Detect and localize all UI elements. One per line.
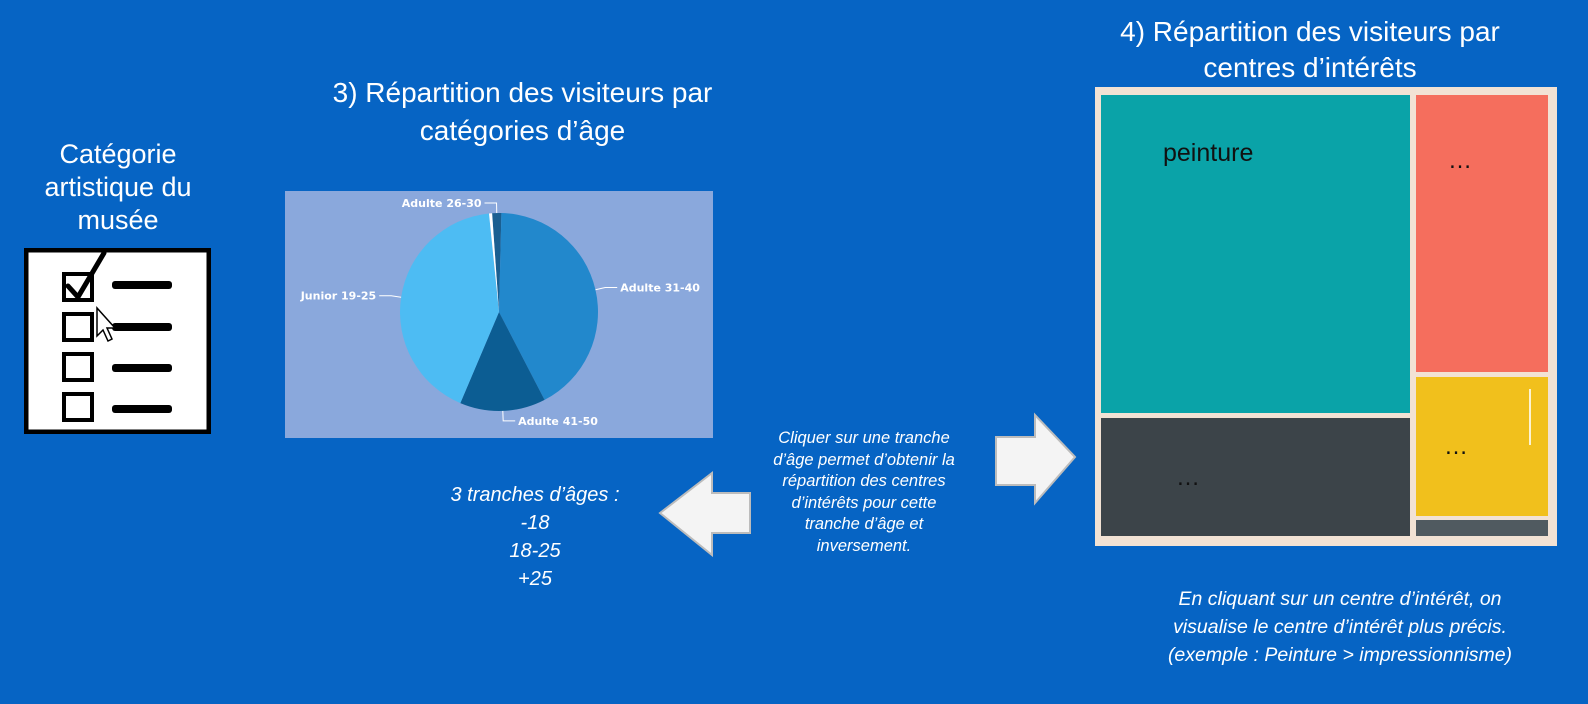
list-line bbox=[112, 364, 172, 372]
tile-divider bbox=[1529, 389, 1531, 445]
mouse-pointer-icon bbox=[96, 306, 117, 343]
pie-title-line: 3) Répartition des visiteurs par bbox=[332, 77, 713, 108]
category-title: Catégorie artistique du musée bbox=[18, 138, 218, 237]
age-pie-chart[interactable]: Adulte 26-30 Adulte 31-40 Adulte 41-50 Juni… bbox=[285, 191, 713, 438]
age-ranges-line: +25 bbox=[518, 568, 552, 590]
pie-slice[interactable] bbox=[499, 213, 598, 400]
list-line bbox=[112, 405, 172, 413]
tile-label: … bbox=[1444, 433, 1468, 460]
interest-treemap: peinture … … … bbox=[1095, 87, 1557, 546]
treemap-title: 4) Répartition des visiteurs par centres… bbox=[1080, 14, 1540, 86]
pie-slice-label: Adulte 26-30 bbox=[402, 197, 482, 210]
checkmark-icon bbox=[65, 250, 107, 302]
treemap-title-line: centres d’intérêts bbox=[1203, 52, 1417, 83]
checkbox-icon[interactable] bbox=[62, 312, 94, 342]
pie-slice[interactable] bbox=[400, 213, 499, 404]
pie-slice-label: Junior 19-25 bbox=[300, 290, 377, 303]
age-ranges-line: -18 bbox=[520, 512, 550, 534]
age-ranges-line: 18-25 bbox=[509, 540, 561, 562]
tile-label: … bbox=[1176, 464, 1200, 491]
treemap-tile-gray[interactable] bbox=[1416, 520, 1548, 536]
pie-slice[interactable] bbox=[492, 213, 502, 312]
interaction-explanation: Cliquer sur une tranche d’âge permet d’o… bbox=[735, 428, 993, 557]
explanation-line: tranche d’âge et bbox=[804, 515, 924, 533]
list-line bbox=[112, 323, 172, 331]
treemap-tile-yellow[interactable]: … bbox=[1416, 377, 1548, 516]
list-line bbox=[112, 281, 172, 289]
treemap-tile-dark[interactable]: … bbox=[1101, 418, 1410, 536]
checkbox-icon[interactable] bbox=[62, 352, 94, 382]
arrow-left-icon bbox=[658, 470, 751, 558]
category-title-line: musée bbox=[77, 205, 159, 235]
explanation-line: Cliquer sur une tranche bbox=[778, 429, 950, 447]
pie-slice-label: Adulte 31-40 bbox=[620, 281, 700, 294]
caption-line: visualise le centre d’intérêt plus préci… bbox=[1173, 616, 1507, 638]
treemap-title-line: 4) Répartition des visiteurs par bbox=[1120, 16, 1500, 47]
pie-title-line: catégories d’âge bbox=[419, 115, 626, 146]
arrow-right-icon bbox=[995, 412, 1077, 506]
explanation-line: d’âge permet d’obtenir la bbox=[773, 450, 955, 469]
pie-leader-line bbox=[502, 410, 516, 422]
treemap-caption: En cliquant sur un centre d’intérêt, on … bbox=[1112, 585, 1568, 669]
explanation-line: d’intérêts pour cette bbox=[791, 493, 937, 512]
pie-leader-line bbox=[379, 295, 402, 298]
pie-slice[interactable] bbox=[488, 213, 499, 312]
explanation-line: inversement. bbox=[816, 536, 912, 555]
treemap-tile-red[interactable]: … bbox=[1416, 95, 1548, 372]
treemap-tile-peinture[interactable]: peinture bbox=[1101, 95, 1410, 413]
tile-label: … bbox=[1448, 147, 1472, 174]
age-ranges-line: 3 tranches d’âges : bbox=[450, 484, 620, 506]
pie-leader-line bbox=[484, 202, 498, 214]
checklist-icon[interactable] bbox=[24, 248, 211, 434]
explanation-line: répartition des centres bbox=[782, 472, 946, 490]
pie-title: 3) Répartition des visiteurs par catégor… bbox=[290, 74, 755, 150]
pie-leader-line bbox=[595, 286, 618, 291]
category-title-line: artistique du bbox=[44, 172, 192, 202]
pie-slice[interactable] bbox=[460, 312, 545, 411]
caption-line: (exemple : Peinture > impressionnisme) bbox=[1167, 644, 1513, 666]
age-ranges-info: 3 tranches d’âges : -18 18-25 +25 bbox=[400, 481, 670, 593]
category-title-line: Catégorie bbox=[59, 139, 177, 169]
pie-slice-label: Adulte 41-50 bbox=[518, 415, 598, 428]
tile-label: peinture bbox=[1163, 139, 1254, 167]
caption-line: En cliquant sur un centre d’intérêt, on bbox=[1178, 588, 1502, 610]
checkbox-icon[interactable] bbox=[62, 392, 94, 422]
